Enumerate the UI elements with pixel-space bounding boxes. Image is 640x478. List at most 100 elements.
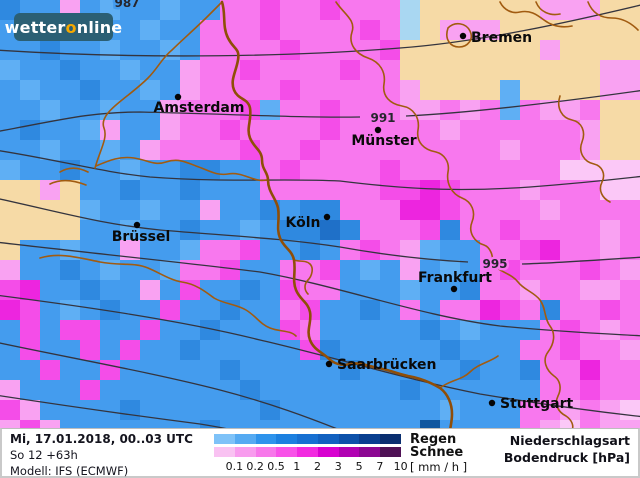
precip-cell: [300, 80, 320, 100]
precip-cell: [160, 140, 180, 160]
precip-cell: [380, 160, 400, 180]
precip-cell: [80, 280, 100, 300]
precip-cell: [120, 320, 140, 340]
precip-cell: [580, 40, 600, 60]
precip-cell: [520, 200, 540, 220]
precip-cell: [200, 360, 220, 380]
caption-precip-type: Niederschlagsart: [509, 433, 630, 448]
precip-cell: [400, 200, 420, 220]
precip-cell: [480, 300, 500, 320]
precip-cell: [480, 20, 500, 40]
precip-cell: [280, 140, 300, 160]
precip-cell: [140, 140, 160, 160]
precip-cell: [0, 60, 20, 80]
precip-cell: [120, 0, 140, 20]
precip-cell: [560, 160, 580, 180]
precip-cell: [140, 340, 160, 360]
precip-cell: [160, 160, 180, 180]
precip-cell: [280, 220, 300, 240]
precip-cell: [260, 280, 280, 300]
precip-cell: [420, 400, 440, 420]
precip-cell: [440, 200, 460, 220]
precip-cell: [180, 0, 200, 20]
precip-cell: [260, 420, 280, 428]
precip-cell: [340, 60, 360, 80]
precip-cell: [20, 260, 40, 280]
precip-cell: [560, 220, 580, 240]
legend-tick: 2: [314, 460, 322, 473]
precip-cell: [620, 140, 640, 160]
precip-cell: [440, 20, 460, 40]
precip-cell: [20, 300, 40, 320]
precip-cell: [140, 320, 160, 340]
precip-cell: [340, 240, 360, 260]
precip-cell: [0, 80, 20, 100]
precip-cell: [560, 240, 580, 260]
precip-cell: [460, 420, 480, 428]
precip-cell: [80, 400, 100, 420]
precip-cell: [180, 60, 200, 80]
precip-cell: [560, 320, 580, 340]
precip-cell: [620, 220, 640, 240]
precip-cell: [520, 420, 540, 428]
precip-cell: [240, 160, 260, 180]
precip-cell: [400, 80, 420, 100]
precip-cell: [320, 420, 340, 428]
precip-cell: [540, 260, 560, 280]
precip-cell: [120, 240, 140, 260]
precip-cell: [400, 140, 420, 160]
precip-cell: [320, 80, 340, 100]
precip-cell: [400, 160, 420, 180]
precip-cell: [340, 280, 360, 300]
precip-cell: [120, 120, 140, 140]
precip-cell: [280, 200, 300, 220]
precip-cell: [620, 200, 640, 220]
precip-cell: [300, 160, 320, 180]
precip-cell: [440, 0, 460, 20]
precip-cell: [540, 240, 560, 260]
snow-scale-swatch: [255, 447, 277, 457]
precip-cell: [300, 40, 320, 60]
precip-cell: [160, 380, 180, 400]
precip-cell: [420, 300, 440, 320]
precip-cell: [60, 140, 80, 160]
precip-cell: [460, 400, 480, 420]
legend-tick: 0.5: [267, 460, 285, 473]
precip-cell: [140, 400, 160, 420]
precip-cell: [260, 340, 280, 360]
precip-cell: [300, 360, 320, 380]
precip-cell: [20, 380, 40, 400]
precip-cell: [180, 200, 200, 220]
precip-cell: [380, 20, 400, 40]
precip-cell: [500, 120, 520, 140]
precip-cell: [80, 200, 100, 220]
precip-cell: [260, 140, 280, 160]
precip-cell: [380, 420, 400, 428]
logo-text-pre: wetter: [4, 17, 66, 37]
precip-cell: [40, 400, 60, 420]
precip-cell: [20, 60, 40, 80]
city-dot: [459, 32, 467, 40]
precip-cell: [480, 340, 500, 360]
precip-cell: [80, 220, 100, 240]
precip-cell: [360, 260, 380, 280]
precip-cell: [180, 120, 200, 140]
precip-cell: [380, 100, 400, 120]
precip-cell: [260, 300, 280, 320]
precip-cell: [260, 200, 280, 220]
precip-cell: [340, 400, 360, 420]
precip-cell: [260, 0, 280, 20]
precip-cell: [220, 140, 240, 160]
precip-cell: [20, 280, 40, 300]
precip-cell: [320, 0, 340, 20]
map-captions: Niederschlagsart Bodendruck [hPa]: [504, 433, 630, 467]
precip-cell: [440, 40, 460, 60]
precip-cell: [460, 140, 480, 160]
precip-cell: [500, 60, 520, 80]
precip-cell: [140, 0, 160, 20]
precip-cell: [220, 340, 240, 360]
logo-text-o: o: [65, 17, 77, 37]
city-dot: [450, 285, 458, 293]
precip-cell: [620, 80, 640, 100]
precip-cell: [60, 340, 80, 360]
